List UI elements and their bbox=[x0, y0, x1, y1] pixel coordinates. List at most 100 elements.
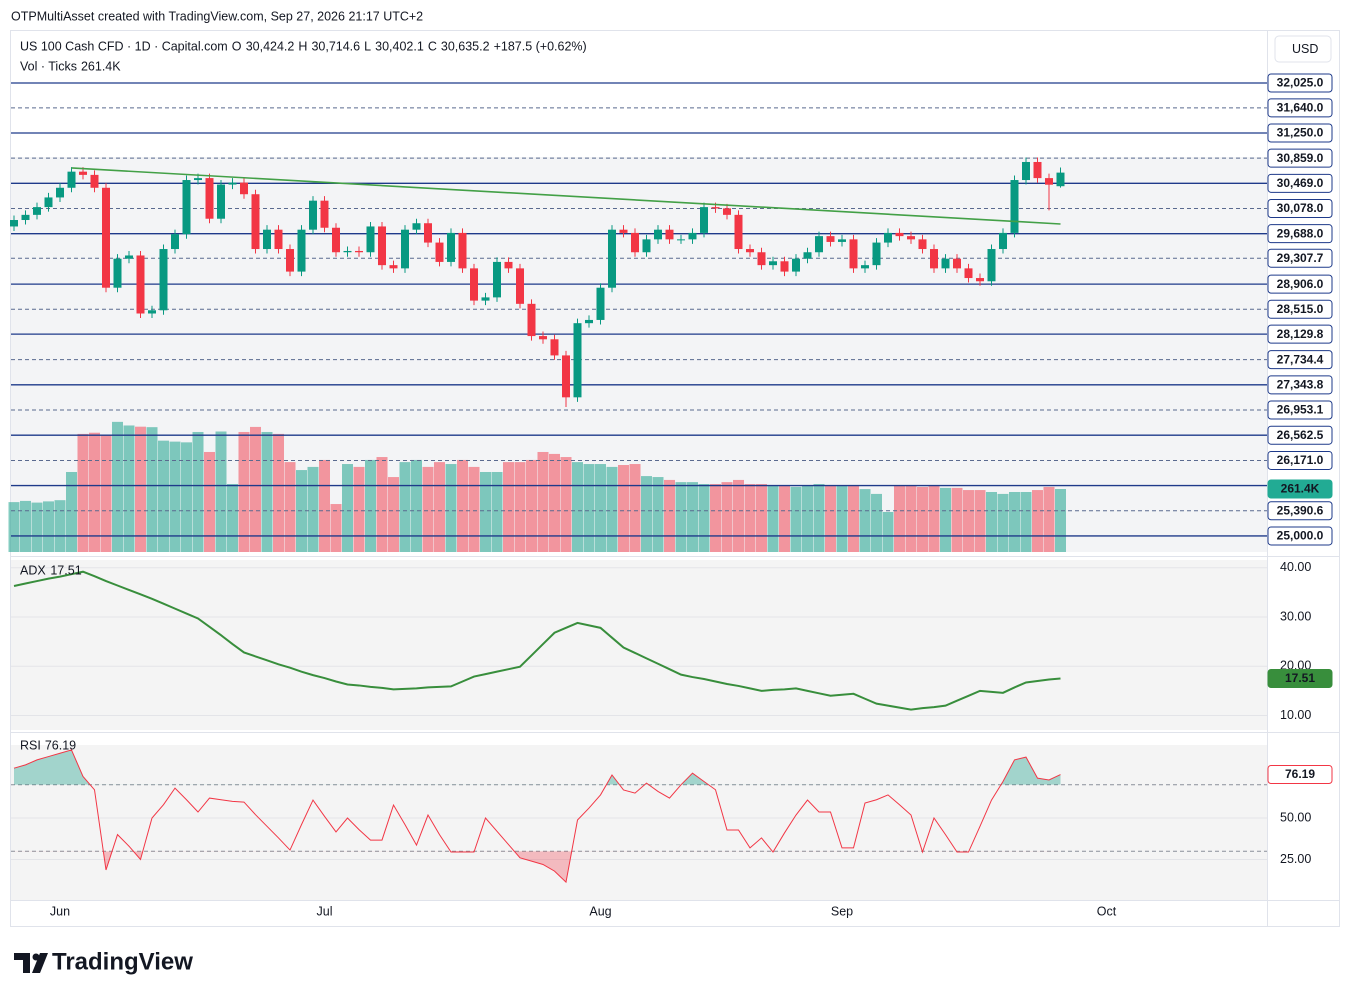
volume-bar bbox=[273, 433, 284, 552]
candle-body bbox=[102, 187, 110, 288]
candle-body bbox=[182, 180, 191, 235]
price-badge-label: 26,953.1 bbox=[1277, 403, 1324, 417]
price-badge bbox=[1267, 224, 1333, 244]
volume-bar bbox=[135, 426, 146, 552]
price-badge-label: 25,000.0 bbox=[1277, 529, 1324, 543]
candle-body bbox=[309, 200, 317, 230]
candle-body bbox=[470, 268, 478, 301]
volume-bar bbox=[192, 431, 204, 552]
volume-bar bbox=[721, 482, 733, 552]
price-badge bbox=[1267, 324, 1333, 344]
volume-bar bbox=[549, 453, 560, 552]
price-badge bbox=[1267, 479, 1333, 499]
candle-body bbox=[194, 178, 202, 181]
price-badge bbox=[1267, 123, 1333, 143]
currency-label[interactable]: USD bbox=[1292, 42, 1318, 56]
candle-body bbox=[171, 234, 179, 250]
candle-body bbox=[228, 182, 237, 185]
x-tick-label: Jun bbox=[50, 904, 70, 918]
candle-body bbox=[113, 258, 122, 288]
volume-bar bbox=[112, 421, 123, 552]
price-badge bbox=[1267, 248, 1333, 268]
candle-body bbox=[240, 182, 248, 195]
trendline bbox=[71, 167, 1061, 225]
candle-body bbox=[90, 174, 99, 188]
volume-bar bbox=[353, 466, 365, 552]
volume-bar bbox=[641, 476, 652, 552]
volume-bar bbox=[238, 431, 250, 552]
candle-body bbox=[976, 278, 984, 282]
candle-body bbox=[573, 323, 582, 398]
candle-body bbox=[493, 261, 501, 298]
y-tick-label: 50.00 bbox=[1280, 810, 1311, 824]
legend-text: 261.4K bbox=[81, 59, 121, 73]
price-badge-label: 261.4K bbox=[1281, 482, 1320, 496]
candle-body bbox=[21, 214, 30, 221]
currency-button[interactable] bbox=[1274, 35, 1332, 63]
volume-bar bbox=[848, 485, 859, 552]
volume-bar bbox=[491, 471, 503, 552]
volume-bar bbox=[319, 459, 330, 552]
volume-bar bbox=[744, 484, 756, 552]
candle-body bbox=[734, 214, 743, 250]
volume-bar bbox=[986, 491, 997, 552]
candle-body bbox=[746, 249, 754, 253]
legend-text: 76.19 bbox=[45, 738, 76, 752]
price-badge bbox=[1267, 148, 1333, 168]
volume-bar bbox=[411, 459, 422, 552]
price-badge bbox=[1267, 199, 1333, 219]
volume-bar bbox=[928, 485, 940, 552]
adx-pane-bg bbox=[11, 560, 1267, 730]
volume-bar bbox=[951, 487, 963, 552]
candle-body bbox=[941, 258, 950, 269]
price-badge-label: 32,025.0 bbox=[1277, 76, 1324, 90]
candle-body bbox=[527, 303, 536, 337]
volume-bar bbox=[583, 464, 595, 552]
candle-body bbox=[79, 171, 87, 175]
price-badge-label: 26,171.0 bbox=[1277, 453, 1324, 467]
candle-body bbox=[378, 226, 386, 266]
volume-bar bbox=[445, 464, 457, 552]
candle-body bbox=[562, 355, 570, 398]
volume-bar bbox=[1020, 491, 1032, 552]
candle-body bbox=[803, 252, 812, 259]
legend-text: ADX bbox=[20, 563, 46, 577]
volume-bar bbox=[284, 462, 296, 552]
candle-body bbox=[815, 236, 823, 253]
candle-body bbox=[401, 229, 409, 269]
legend-text: L bbox=[364, 39, 371, 53]
candle-body bbox=[769, 261, 777, 266]
candle-body bbox=[550, 339, 559, 356]
candle-body bbox=[56, 187, 64, 198]
volume-bar bbox=[618, 465, 629, 552]
volume-bar bbox=[756, 484, 767, 552]
volume-bar bbox=[813, 484, 825, 552]
legend-text: 30,714.6 bbox=[311, 39, 360, 53]
price-badge-label: 29,307.7 bbox=[1277, 251, 1324, 265]
candle-body bbox=[217, 184, 225, 219]
volume-bar bbox=[940, 487, 951, 552]
price-badge bbox=[1267, 274, 1333, 294]
volume-bar bbox=[54, 500, 66, 552]
candle-body bbox=[826, 236, 835, 242]
candle-body bbox=[838, 239, 846, 242]
volume-bar bbox=[480, 471, 491, 552]
candle-body bbox=[953, 258, 961, 269]
candle-body bbox=[849, 239, 858, 269]
candle-body bbox=[930, 249, 938, 269]
volume-bar bbox=[1043, 486, 1055, 552]
volume-bar bbox=[365, 459, 376, 552]
candle-body bbox=[67, 171, 76, 188]
price-badge bbox=[1267, 526, 1333, 546]
price-badge bbox=[1267, 173, 1333, 193]
volume-bar bbox=[158, 440, 169, 552]
legend-text: 30,635.2 bbox=[441, 39, 490, 53]
candle-body bbox=[205, 178, 214, 219]
volume-bar bbox=[66, 471, 77, 552]
candle-body bbox=[274, 229, 283, 250]
volume-bar bbox=[859, 489, 871, 552]
candle-body bbox=[608, 229, 616, 288]
volume-bar bbox=[227, 484, 238, 552]
